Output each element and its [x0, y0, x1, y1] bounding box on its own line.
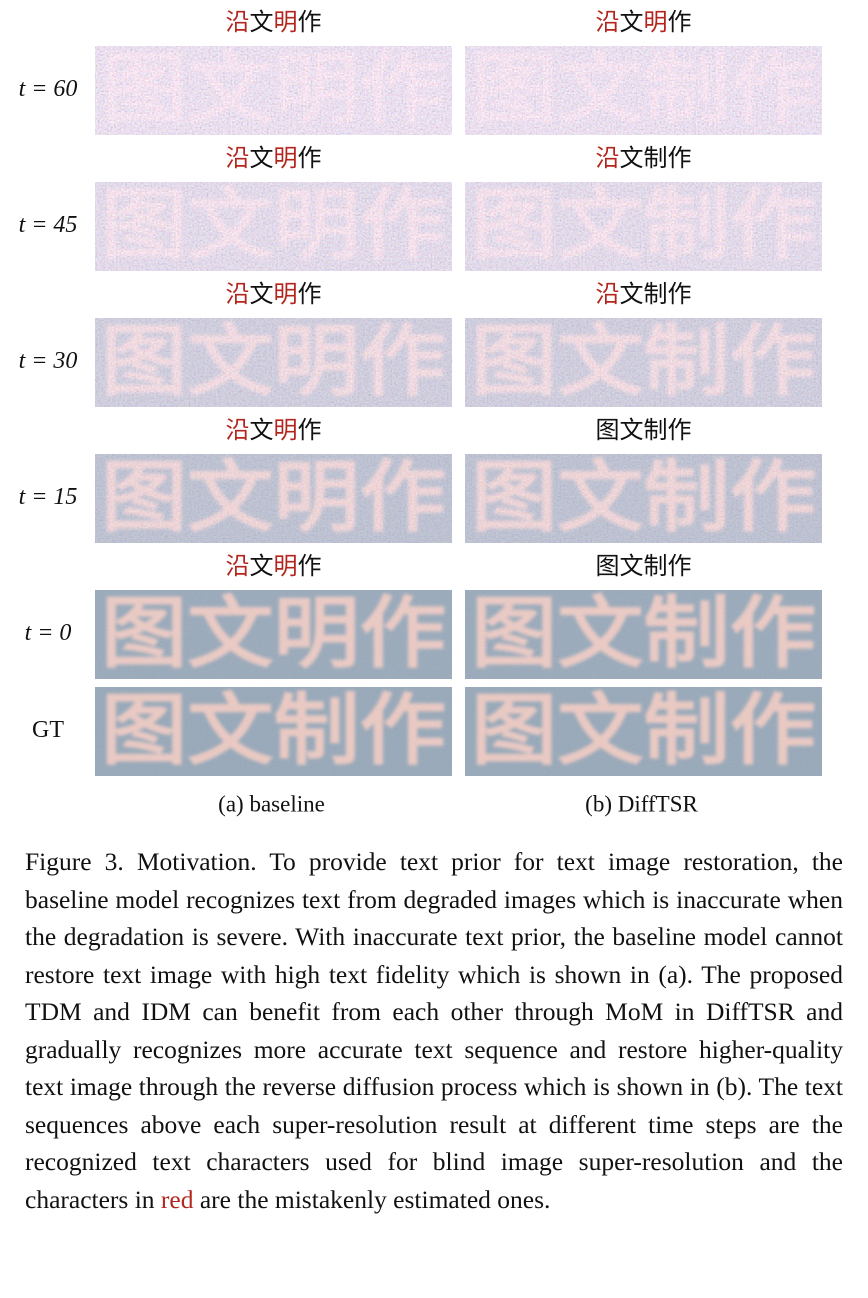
recognized-text: 沿文明作 — [596, 8, 692, 36]
recognized-char: 沿 — [596, 8, 620, 36]
recognized-char: 文 — [250, 280, 274, 308]
row-label: t = 0 — [25, 620, 72, 646]
recognized-char: 文制作 — [620, 280, 692, 308]
recognized-char: 沿 — [226, 8, 250, 36]
recognized-char: 沿 — [226, 144, 250, 172]
recognized-text: 沿文明作 — [226, 280, 322, 308]
caption-segment: red — [160, 1184, 194, 1214]
image-panel: 图文明作 — [95, 45, 452, 135]
recognized-char: 明 — [274, 144, 298, 172]
image-panel: 图文制作 — [465, 453, 822, 543]
image-noise — [465, 454, 822, 543]
recognized-char: 文 — [250, 144, 274, 172]
recognized-char: 沿 — [226, 280, 250, 308]
recognized-char: 文 — [250, 552, 274, 580]
image-noise — [465, 318, 822, 407]
image-noise — [465, 182, 822, 271]
image-panel: 图文明作 — [95, 317, 452, 407]
image-noise — [95, 687, 452, 776]
recognized-char: 沿 — [226, 416, 250, 444]
row-label: t = 30 — [19, 348, 78, 374]
recognized-char: 作 — [298, 144, 322, 172]
figure-caption: Figure 3. Motivation. To provide text pr… — [25, 843, 843, 1218]
recognized-char: 文 — [250, 416, 274, 444]
image-noise — [95, 590, 452, 679]
caption-segment: are the mistakenly estimated ones. — [193, 1184, 551, 1214]
image-noise — [465, 46, 822, 135]
recognized-char: 明 — [644, 8, 668, 36]
image-panel: 图文明作 — [95, 181, 452, 271]
recognized-char: 图文制作 — [596, 552, 692, 580]
recognized-char: 文制作 — [620, 144, 692, 172]
image-noise — [95, 454, 452, 543]
row-label: t = 45 — [19, 212, 78, 238]
figure: t = 60图文明作沿文明作图文制作沿文明作t = 45图文明作沿文明作图文制作… — [19, 8, 822, 816]
image-panel: 图文制作 — [465, 181, 822, 271]
recognized-text: 沿文明作 — [226, 8, 322, 36]
row-label: t = 60 — [19, 76, 78, 102]
recognized-char: 明 — [274, 8, 298, 36]
recognized-text: 沿文制作 — [596, 144, 692, 172]
recognized-char: 作 — [298, 416, 322, 444]
recognized-char: 明 — [274, 280, 298, 308]
row-label: GT — [32, 717, 64, 743]
recognized-text: 沿文明作 — [226, 416, 322, 444]
image-panel: 图文制作 — [95, 686, 452, 776]
recognized-char: 作 — [668, 8, 692, 36]
recognized-char: 沿 — [596, 144, 620, 172]
recognized-char: 作 — [298, 280, 322, 308]
recognized-char: 作 — [298, 8, 322, 36]
image-noise — [95, 182, 452, 271]
recognized-char: 图文制作 — [596, 416, 692, 444]
recognized-text: 沿文明作 — [226, 552, 322, 580]
image-panel: 图文明作 — [95, 589, 452, 679]
column-label: (b) DiffTSR — [585, 791, 698, 816]
image-panel: 图文制作 — [465, 317, 822, 407]
image-panel: 图文制作 — [465, 589, 822, 679]
recognized-text: 沿文明作 — [226, 144, 322, 172]
row-label: t = 15 — [19, 484, 78, 510]
recognized-text: 图文制作 — [596, 416, 692, 444]
recognized-char: 沿 — [226, 552, 250, 580]
image-panel: 图文制作 — [465, 686, 822, 776]
recognized-text: 图文制作 — [596, 552, 692, 580]
image-panel: 图文制作 — [465, 45, 822, 135]
recognized-char: 明 — [274, 552, 298, 580]
recognized-char: 文 — [620, 8, 644, 36]
column-label: (a) baseline — [218, 791, 325, 816]
caption-segment: Figure 3. Motivation. To provide text pr… — [25, 847, 843, 1214]
recognized-char: 文 — [250, 8, 274, 36]
recognized-char: 沿 — [596, 280, 620, 308]
image-noise — [465, 590, 822, 679]
image-noise — [95, 46, 452, 135]
image-noise — [465, 687, 822, 776]
recognized-text: 沿文制作 — [596, 280, 692, 308]
recognized-char: 明 — [274, 416, 298, 444]
image-noise — [95, 318, 452, 407]
recognized-char: 作 — [298, 552, 322, 580]
image-panel: 图文明作 — [95, 453, 452, 543]
